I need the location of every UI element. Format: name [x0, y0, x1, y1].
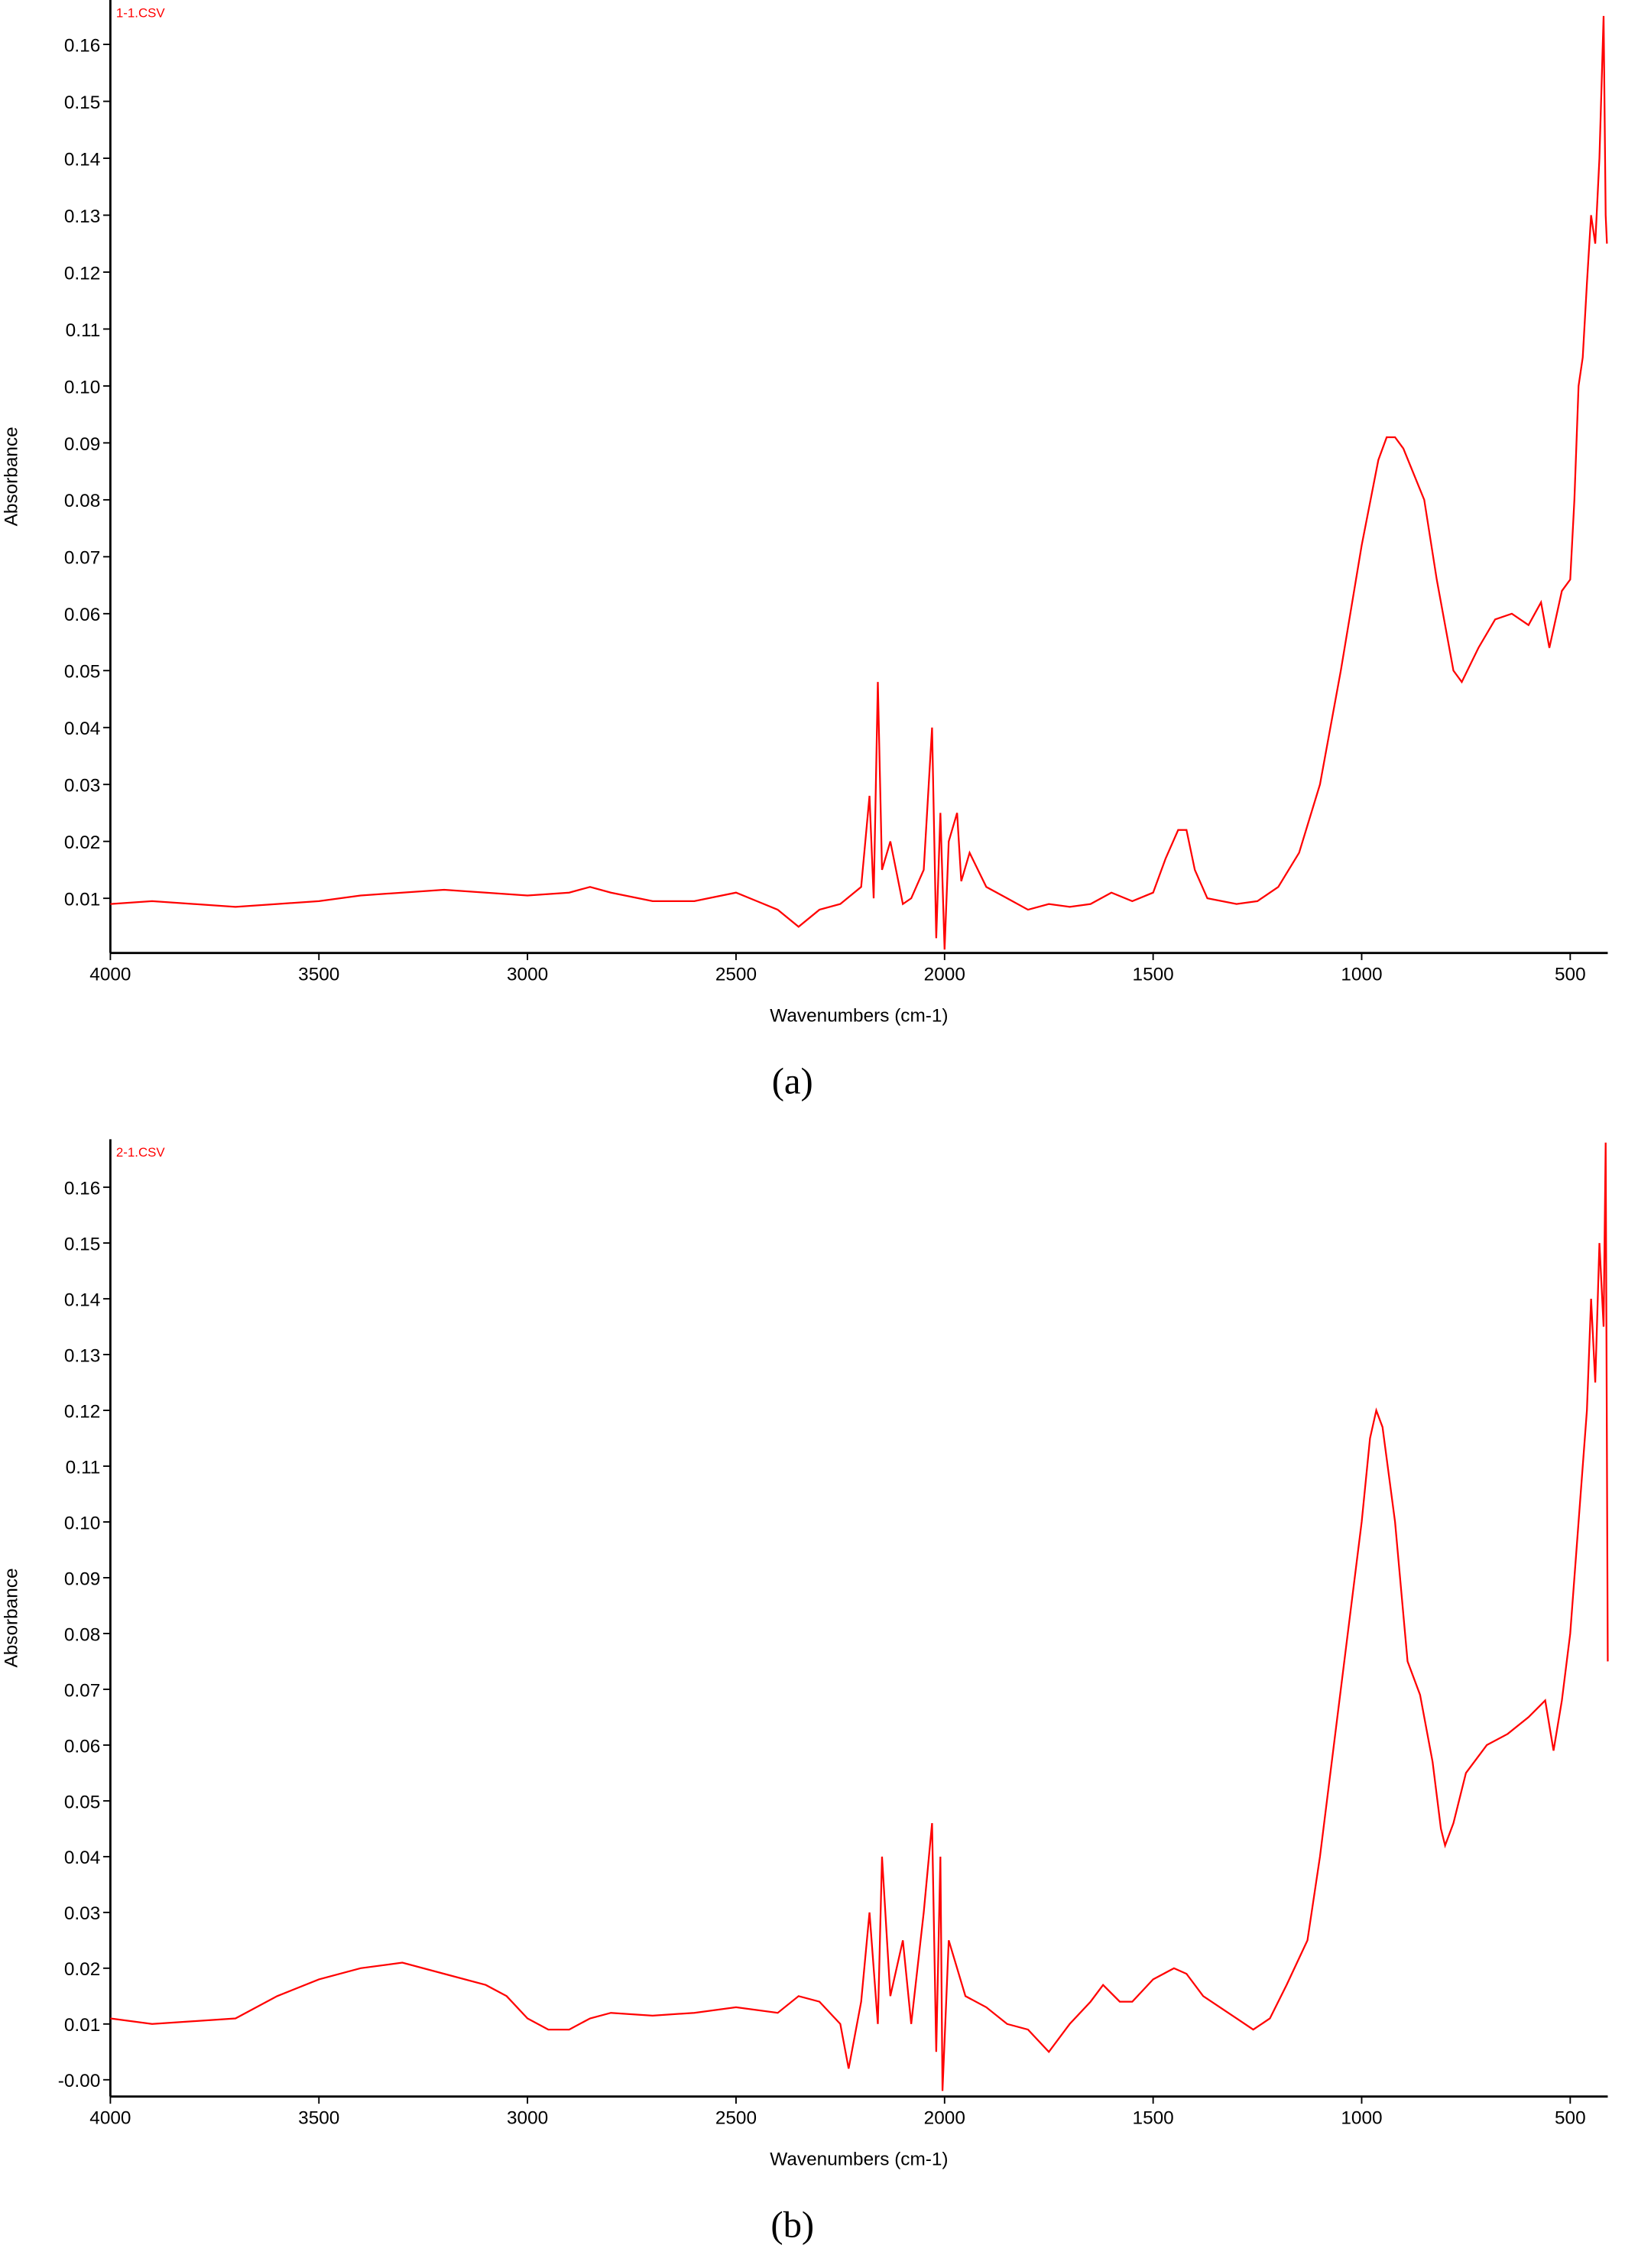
y-tick-label: 0.16 [64, 1179, 100, 1199]
y-tick-label: 0.12 [64, 263, 100, 284]
y-axis-label: Absorbance [2, 1569, 22, 1668]
caption: (a) [772, 1060, 813, 1102]
x-tick-label: 1000 [1341, 2107, 1382, 2128]
y-tick-label: 0.02 [64, 1959, 100, 1980]
y-tick-label: 0.04 [64, 719, 100, 739]
x-tick-label: 3500 [298, 2107, 339, 2128]
y-tick-label: 0.04 [64, 1848, 100, 1868]
y-tick-label: 0.15 [64, 92, 100, 113]
y-tick-label: 0.05 [64, 1792, 100, 1812]
x-tick-label: 1000 [1341, 964, 1382, 985]
x-tick-label: 2000 [924, 964, 965, 985]
x-tick-label: 500 [1555, 2107, 1586, 2128]
x-tick-label: 2000 [924, 2107, 965, 2128]
y-tick-label: 0.03 [64, 1903, 100, 1924]
y-tick-label: 0.13 [64, 1345, 100, 1366]
y-tick-label: 0.12 [64, 1401, 100, 1422]
y-tick-label: 0.09 [64, 434, 100, 455]
spectrum-line [110, 1142, 1609, 2091]
y-axis-label: Absorbance [2, 427, 22, 526]
x-tick-label: 1500 [1133, 964, 1174, 985]
x-axis-label: Wavenumbers (cm-1) [770, 1006, 948, 1027]
y-tick-label: 0.14 [64, 149, 100, 170]
y-tick-label: 0.07 [64, 1680, 100, 1701]
y-tick-label: 0.11 [66, 320, 101, 341]
spectrum-line [110, 15, 1608, 950]
y-tick-label: -0.00 [58, 2071, 101, 2091]
y-tick-label: 0.13 [64, 206, 100, 227]
y-tick-label: 0.09 [64, 1569, 100, 1589]
x-tick-label: 500 [1555, 964, 1586, 985]
y-tick-label: 0.05 [64, 662, 100, 683]
x-tick-label: 2500 [715, 2107, 757, 2128]
y-tick-label: 0.01 [64, 890, 100, 910]
caption: (b) [770, 2204, 814, 2245]
y-tick-label: 0.06 [64, 605, 100, 625]
x-tick-label: 2500 [715, 964, 757, 985]
y-tick-label: 0.14 [64, 1290, 100, 1310]
x-tick-label: 4000 [89, 964, 131, 985]
y-tick-label: 0.10 [64, 377, 100, 397]
y-tick-label: 0.08 [64, 1624, 100, 1645]
legend-label: 2-1.CSV [116, 1145, 165, 1160]
x-axis-label: Wavenumbers (cm-1) [770, 2150, 948, 2170]
y-tick-label: 0.08 [64, 491, 100, 511]
y-tick-label: 0.10 [64, 1513, 100, 1533]
x-tick-label: 1500 [1133, 2107, 1174, 2128]
y-tick-label: 0.06 [64, 1736, 100, 1757]
x-tick-label: 3000 [507, 964, 548, 985]
y-tick-label: 0.11 [66, 1457, 101, 1478]
x-tick-label: 4000 [89, 2107, 131, 2128]
y-tick-label: 0.03 [64, 776, 100, 797]
x-tick-label: 3500 [298, 964, 339, 985]
legend-label: 1-1.CSV [116, 5, 165, 20]
y-tick-label: 0.02 [64, 832, 100, 853]
y-tick-label: 0.01 [64, 2015, 100, 2036]
y-tick-label: 0.15 [64, 1234, 100, 1254]
y-tick-label: 0.07 [64, 548, 100, 569]
x-tick-label: 3000 [507, 2107, 548, 2128]
y-tick-label: 0.16 [64, 35, 100, 56]
